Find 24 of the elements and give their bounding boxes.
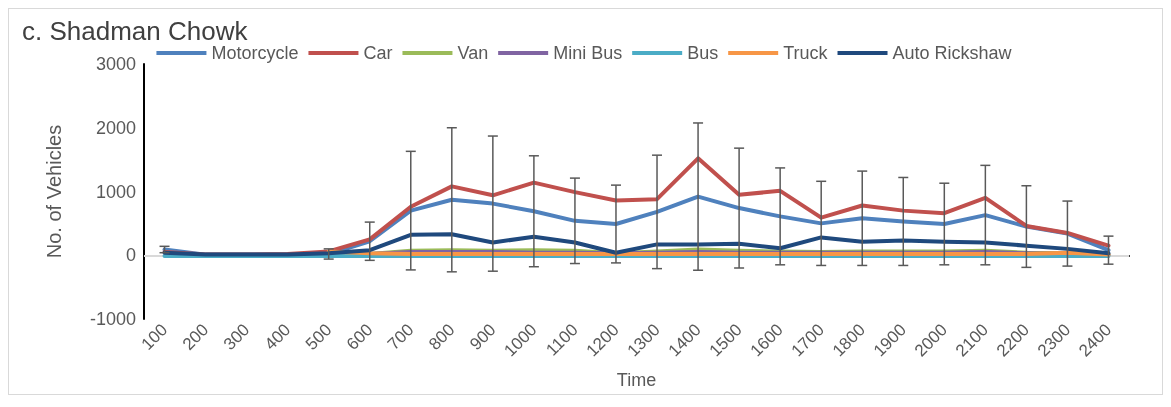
y-tick-label: 1000 bbox=[95, 181, 136, 202]
x-tick-label: 600 bbox=[342, 320, 377, 354]
x-tick-label: 800 bbox=[425, 320, 459, 354]
y-tick-label: 3000 bbox=[95, 54, 136, 74]
x-tick-label: 200 bbox=[178, 320, 213, 354]
legend-label: Mini Bus bbox=[553, 43, 623, 63]
x-axis-title: Time bbox=[616, 370, 657, 390]
legend-label: Van bbox=[457, 43, 489, 63]
x-tick-label: 300 bbox=[219, 320, 254, 354]
legend-label: Auto Rickshaw bbox=[892, 43, 1013, 63]
x-tick-label: 900 bbox=[466, 320, 500, 354]
legend-label: Truck bbox=[783, 43, 829, 63]
legend-label: Bus bbox=[687, 43, 719, 63]
x-tick-label: 700 bbox=[384, 320, 418, 354]
legend-label: Motorcycle bbox=[211, 43, 299, 63]
y-tick-label: 2000 bbox=[95, 117, 136, 138]
y-tick-label: -1000 bbox=[89, 309, 136, 329]
x-tick-label: 500 bbox=[301, 320, 336, 354]
x-tick-label: 400 bbox=[260, 320, 295, 354]
y-axis-title: No. of Vehicles bbox=[43, 124, 65, 259]
legend-label: Car bbox=[363, 43, 393, 63]
x-tick-label: 100 bbox=[137, 320, 172, 354]
chart-title: c. Shadman Chowk bbox=[22, 16, 249, 46]
y-tick-label: 0 bbox=[125, 245, 136, 266]
